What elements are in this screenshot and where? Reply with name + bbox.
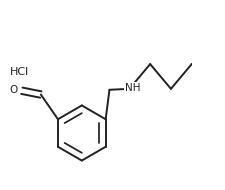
Text: HCl: HCl xyxy=(9,67,29,77)
Text: NH: NH xyxy=(124,83,140,93)
Text: O: O xyxy=(10,85,18,95)
